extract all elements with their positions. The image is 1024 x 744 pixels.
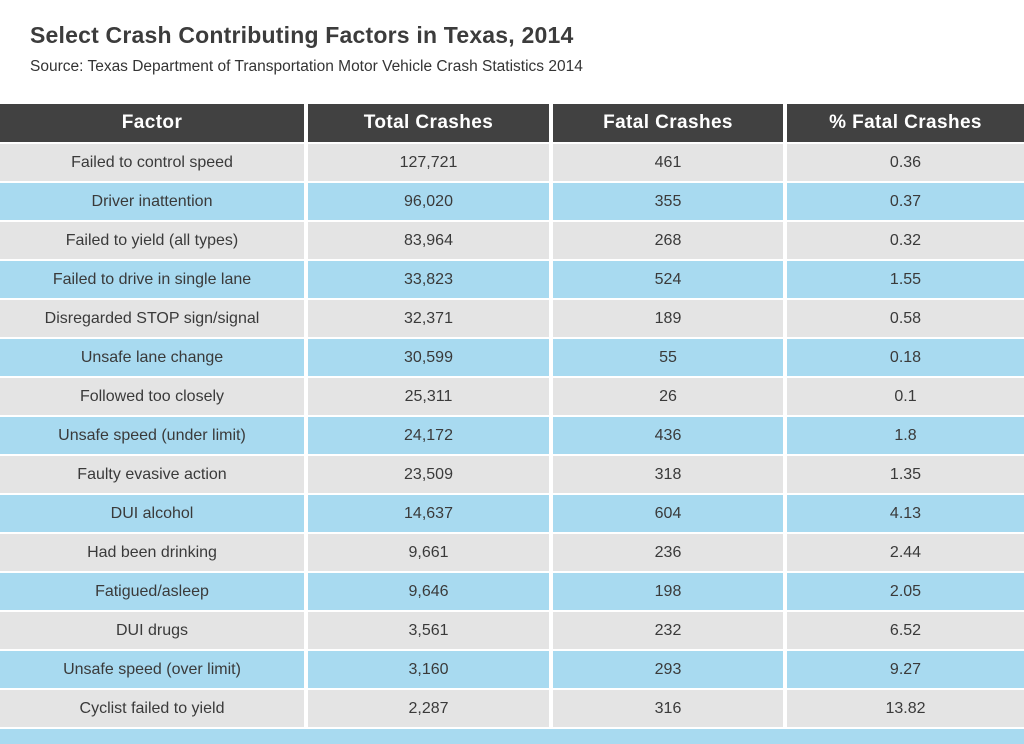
cell-pct-fatal-crashes: 13.82 — [787, 690, 1024, 727]
cell-pct-fatal-crashes: 0.37 — [787, 183, 1024, 220]
cell-total-crashes: 9,661 — [308, 534, 549, 571]
table-row: Followed too closely 25,311 26 0.1 — [0, 378, 1024, 415]
cell-total-crashes: 127,721 — [308, 144, 549, 181]
crash-factors-table: Factor Total Crashes Fatal Crashes % Fat… — [0, 104, 1024, 744]
table-body: Failed to control speed 127,721 461 0.36… — [0, 144, 1024, 727]
table-footer-strip — [0, 729, 1024, 744]
cell-total-crashes: 2,287 — [308, 690, 549, 727]
cell-total-crashes: 96,020 — [308, 183, 549, 220]
table-row: Driver inattention 96,020 355 0.37 — [0, 183, 1024, 220]
cell-pct-fatal-crashes: 0.32 — [787, 222, 1024, 259]
cell-factor: Disregarded STOP sign/signal — [0, 300, 304, 337]
cell-factor: Driver inattention — [0, 183, 304, 220]
cell-fatal-crashes: 293 — [553, 651, 783, 688]
table-row: Failed to yield (all types) 83,964 268 0… — [0, 222, 1024, 259]
cell-fatal-crashes: 604 — [553, 495, 783, 532]
cell-fatal-crashes: 26 — [553, 378, 783, 415]
cell-pct-fatal-crashes: 1.35 — [787, 456, 1024, 493]
cell-factor: DUI alcohol — [0, 495, 304, 532]
cell-factor: Had been drinking — [0, 534, 304, 571]
table-row: Disregarded STOP sign/signal 32,371 189 … — [0, 300, 1024, 337]
cell-pct-fatal-crashes: 1.8 — [787, 417, 1024, 454]
cell-factor: DUI drugs — [0, 612, 304, 649]
cell-factor: Failed to drive in single lane — [0, 261, 304, 298]
cell-pct-fatal-crashes: 9.27 — [787, 651, 1024, 688]
cell-fatal-crashes: 355 — [553, 183, 783, 220]
cell-fatal-crashes: 461 — [553, 144, 783, 181]
cell-fatal-crashes: 55 — [553, 339, 783, 376]
cell-factor: Fatigued/asleep — [0, 573, 304, 610]
column-header-factor: Factor — [0, 104, 304, 142]
cell-fatal-crashes: 524 — [553, 261, 783, 298]
cell-total-crashes: 24,172 — [308, 417, 549, 454]
table-row: Faulty evasive action 23,509 318 1.35 — [0, 456, 1024, 493]
cell-fatal-crashes: 316 — [553, 690, 783, 727]
table-row: DUI drugs 3,561 232 6.52 — [0, 612, 1024, 649]
column-header-fatal-crashes: Fatal Crashes — [553, 104, 783, 142]
table-row: Fatigued/asleep 9,646 198 2.05 — [0, 573, 1024, 610]
table-row: DUI alcohol 14,637 604 4.13 — [0, 495, 1024, 532]
cell-fatal-crashes: 436 — [553, 417, 783, 454]
table-row: Had been drinking 9,661 236 2.44 — [0, 534, 1024, 571]
cell-pct-fatal-crashes: 6.52 — [787, 612, 1024, 649]
table-row: Unsafe speed (under limit) 24,172 436 1.… — [0, 417, 1024, 454]
page-title: Select Crash Contributing Factors in Tex… — [30, 22, 574, 48]
cell-factor: Cyclist failed to yield — [0, 690, 304, 727]
cell-total-crashes: 3,160 — [308, 651, 549, 688]
table-row: Failed to drive in single lane 33,823 52… — [0, 261, 1024, 298]
table-row: Unsafe lane change 30,599 55 0.18 — [0, 339, 1024, 376]
table-row: Failed to control speed 127,721 461 0.36 — [0, 144, 1024, 181]
cell-total-crashes: 23,509 — [308, 456, 549, 493]
column-header-total-crashes: Total Crashes — [308, 104, 549, 142]
cell-pct-fatal-crashes: 0.36 — [787, 144, 1024, 181]
cell-factor: Unsafe speed (over limit) — [0, 651, 304, 688]
table-row: Cyclist failed to yield 2,287 316 13.82 — [0, 690, 1024, 727]
cell-factor: Failed to control speed — [0, 144, 304, 181]
cell-total-crashes: 33,823 — [308, 261, 549, 298]
cell-total-crashes: 25,311 — [308, 378, 549, 415]
cell-pct-fatal-crashes: 0.1 — [787, 378, 1024, 415]
table-row: Unsafe speed (over limit) 3,160 293 9.27 — [0, 651, 1024, 688]
table-header-row: Factor Total Crashes Fatal Crashes % Fat… — [0, 104, 1024, 142]
cell-total-crashes: 30,599 — [308, 339, 549, 376]
cell-pct-fatal-crashes: 0.18 — [787, 339, 1024, 376]
cell-fatal-crashes: 189 — [553, 300, 783, 337]
cell-factor: Followed too closely — [0, 378, 304, 415]
cell-fatal-crashes: 198 — [553, 573, 783, 610]
cell-pct-fatal-crashes: 2.44 — [787, 534, 1024, 571]
cell-factor: Unsafe lane change — [0, 339, 304, 376]
cell-factor: Failed to yield (all types) — [0, 222, 304, 259]
cell-total-crashes: 32,371 — [308, 300, 549, 337]
cell-fatal-crashes: 236 — [553, 534, 783, 571]
cell-total-crashes: 3,561 — [308, 612, 549, 649]
cell-pct-fatal-crashes: 0.58 — [787, 300, 1024, 337]
cell-total-crashes: 83,964 — [308, 222, 549, 259]
cell-total-crashes: 9,646 — [308, 573, 549, 610]
cell-fatal-crashes: 268 — [553, 222, 783, 259]
cell-total-crashes: 14,637 — [308, 495, 549, 532]
cell-factor: Unsafe speed (under limit) — [0, 417, 304, 454]
source-caption: Source: Texas Department of Transportati… — [30, 58, 583, 75]
cell-fatal-crashes: 232 — [553, 612, 783, 649]
column-header-pct-fatal-crashes: % Fatal Crashes — [787, 104, 1024, 142]
cell-factor: Faulty evasive action — [0, 456, 304, 493]
cell-fatal-crashes: 318 — [553, 456, 783, 493]
cell-pct-fatal-crashes: 4.13 — [787, 495, 1024, 532]
cell-pct-fatal-crashes: 2.05 — [787, 573, 1024, 610]
cell-pct-fatal-crashes: 1.55 — [787, 261, 1024, 298]
